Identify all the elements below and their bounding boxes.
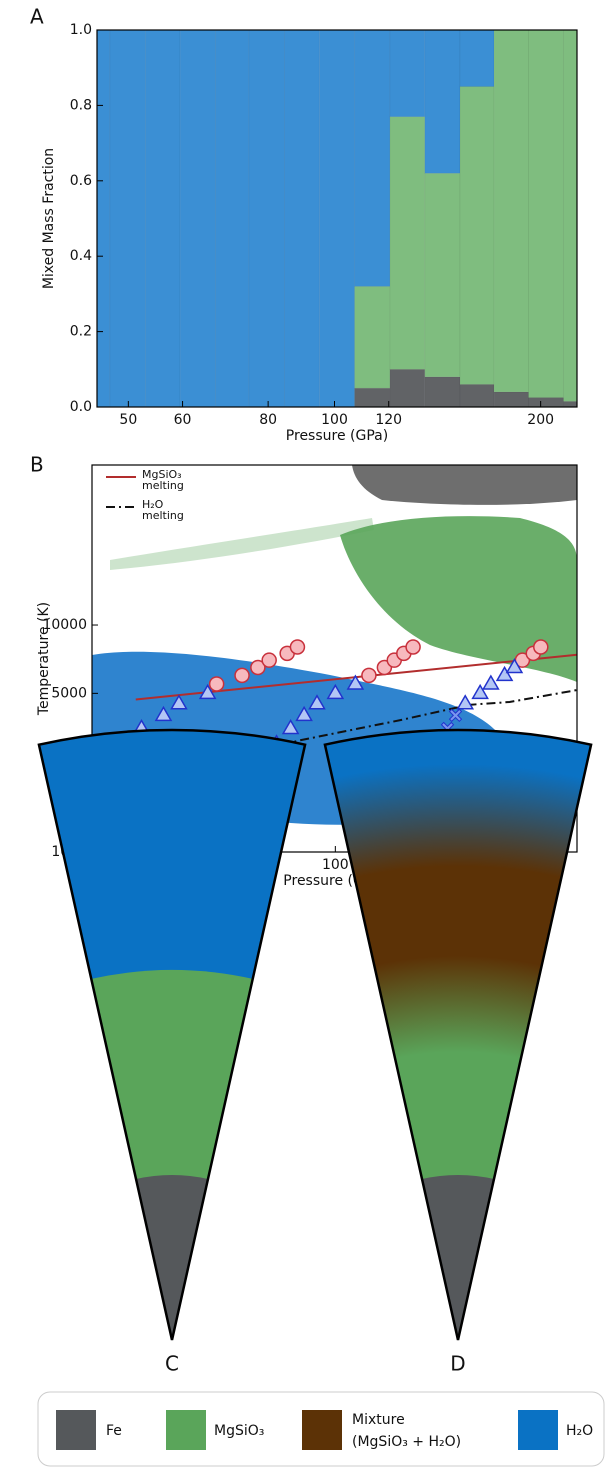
x-tick-label: 80 xyxy=(259,412,277,428)
bar-segment xyxy=(424,29,461,174)
bar-segment xyxy=(109,29,146,408)
point xyxy=(482,674,500,690)
x-tick-label: 100 xyxy=(321,412,348,428)
point xyxy=(289,639,306,655)
legend-swatch xyxy=(302,1410,342,1450)
x-tick-label: 200 xyxy=(527,412,554,428)
y-tick-label: 0.2 xyxy=(70,324,92,340)
mgsio3-cloud xyxy=(340,516,577,682)
legend-label: MgSiO₃ xyxy=(214,1423,264,1439)
point xyxy=(154,705,173,722)
bar-segment xyxy=(389,368,426,408)
panel-letter: C xyxy=(165,1352,179,1376)
bar-segment xyxy=(354,387,391,408)
plot-frame xyxy=(96,29,578,408)
y-tick-label: 0.4 xyxy=(70,248,92,264)
y-axis-label: Mixed Mass Fraction xyxy=(41,148,57,289)
point xyxy=(361,667,377,684)
bar-segment xyxy=(215,29,250,408)
point xyxy=(234,667,250,684)
bar-segment xyxy=(318,29,355,408)
x-tick-label: 50 xyxy=(119,412,137,428)
mgsio3-cloud-tail xyxy=(110,518,374,570)
wedge-fe xyxy=(136,1174,208,1340)
bar-segment xyxy=(389,116,426,370)
point xyxy=(448,708,463,723)
wedge-outline xyxy=(323,728,593,1341)
bar-segment xyxy=(389,29,426,118)
bar-segment xyxy=(145,29,181,408)
fe-cloud xyxy=(352,465,577,505)
bar-segment xyxy=(179,29,216,408)
point xyxy=(281,719,300,735)
bar-segment xyxy=(493,391,529,408)
point xyxy=(295,705,313,722)
legend-label: Fe xyxy=(106,1423,122,1439)
point xyxy=(250,659,266,676)
bar-segment xyxy=(248,29,285,408)
wedge-mgsio3 xyxy=(91,969,253,1340)
legend-box xyxy=(37,1391,605,1467)
x-tick-label: 120 xyxy=(375,412,402,428)
point xyxy=(505,657,524,674)
legend-label: Mixture xyxy=(352,1412,405,1428)
y-tick-label: 10000 xyxy=(42,617,87,633)
x-tick-label: 60 xyxy=(174,412,192,428)
y-axis-label: Temperature (K) xyxy=(36,602,52,716)
bar-segment xyxy=(424,172,461,378)
legend-swatch xyxy=(518,1410,558,1450)
point xyxy=(405,639,421,655)
panel-letter: A xyxy=(30,5,44,29)
y-tick-label: 0.6 xyxy=(70,173,92,189)
point xyxy=(198,683,217,700)
y-tick-label: 1.0 xyxy=(70,22,92,38)
point xyxy=(495,665,514,682)
legend-label: H₂O melting xyxy=(142,498,184,522)
point xyxy=(326,683,345,700)
wedge-outline xyxy=(37,728,307,1341)
panel-letter: B xyxy=(30,453,44,477)
wedge-mixture xyxy=(324,730,592,1340)
legend-label: MgSiO₃ melting xyxy=(142,468,184,492)
point xyxy=(261,652,277,668)
legend-sublabel: (MgSiO₃ + H₂O) xyxy=(352,1434,461,1450)
legend-label: H₂O xyxy=(566,1423,593,1439)
legend-swatch xyxy=(56,1410,96,1450)
bar-segment xyxy=(493,29,529,393)
panel-letter: D xyxy=(450,1352,465,1376)
point xyxy=(456,694,475,710)
bar-segment xyxy=(424,376,461,408)
melting-line xyxy=(91,689,578,829)
x-axis-label: Pressure (GPa) xyxy=(286,428,388,444)
point xyxy=(308,694,326,710)
point xyxy=(346,674,365,690)
point xyxy=(533,639,549,655)
bar-segment xyxy=(354,29,391,287)
point xyxy=(471,683,489,700)
bar-segment xyxy=(459,384,495,408)
point xyxy=(170,694,188,710)
plot-frame xyxy=(91,464,578,853)
x-tick-label: 100 xyxy=(322,857,349,873)
bar-segment xyxy=(528,29,564,398)
bar-segment xyxy=(284,29,320,408)
y-tick-label: 5000 xyxy=(51,685,87,701)
bar-segment xyxy=(459,86,495,385)
y-tick-label: 0.0 xyxy=(70,399,92,415)
bar-segment xyxy=(354,286,391,389)
bar-segment xyxy=(528,397,564,408)
point xyxy=(208,676,225,692)
bar-segment xyxy=(459,29,495,87)
bar-segment xyxy=(96,29,111,408)
wedge-fe xyxy=(422,1174,494,1340)
bar-segment xyxy=(563,401,578,408)
y-tick-label: 0.8 xyxy=(70,97,92,113)
legend-swatch xyxy=(166,1410,206,1450)
bar-segment xyxy=(563,29,578,402)
